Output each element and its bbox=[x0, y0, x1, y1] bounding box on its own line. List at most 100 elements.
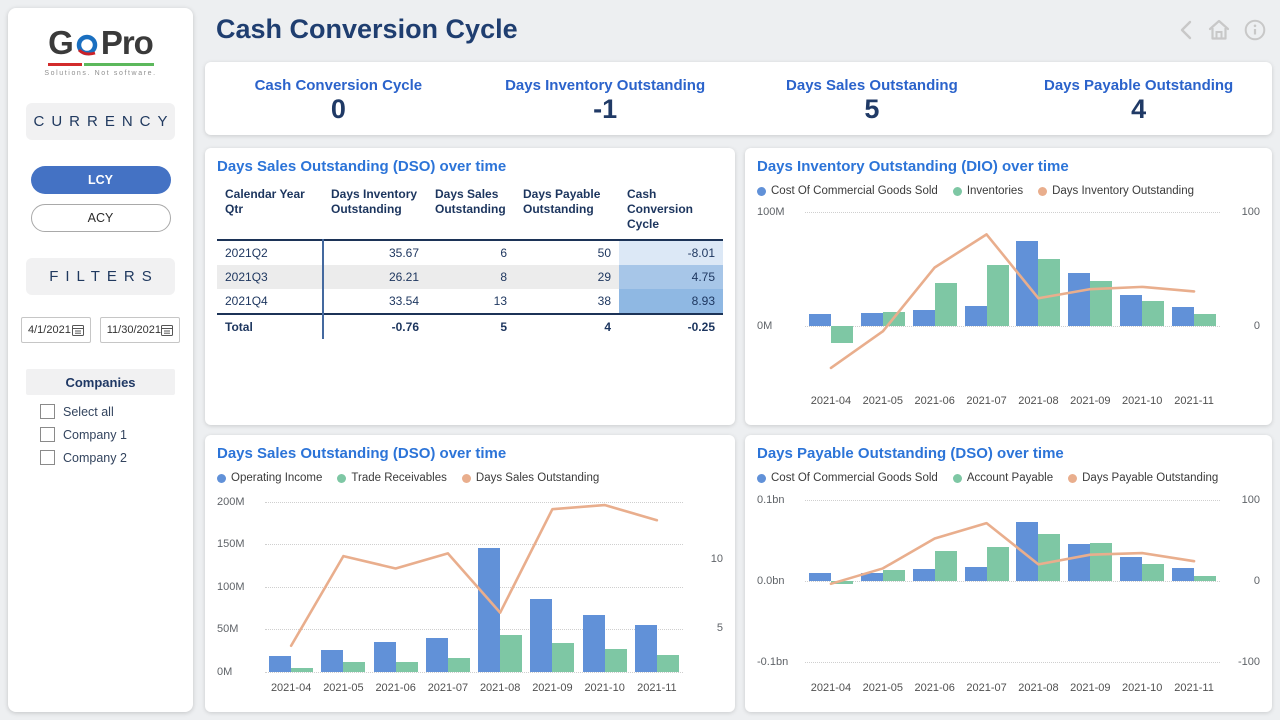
chart-legend: Operating Income Trade Receivables Days Sa… bbox=[217, 470, 723, 486]
legend-item[interactable]: Cost Of Commercial Goods Sold bbox=[757, 472, 938, 484]
bar-cost-of-commercial-goods-sold[interactable] bbox=[964, 306, 987, 326]
bar-inventories[interactable] bbox=[986, 265, 1009, 326]
dpo-chart-panel: Days Payable Outstanding (DSO) over time… bbox=[745, 435, 1272, 712]
bar-trade-receivables[interactable] bbox=[447, 658, 470, 672]
lcy-button[interactable]: LCY bbox=[30, 166, 171, 194]
legend-item[interactable]: Cost Of Commercial Goods Sold bbox=[757, 185, 938, 197]
bar-operating-income[interactable] bbox=[582, 614, 605, 672]
company-filter-company-1[interactable]: Company 1 bbox=[40, 427, 193, 442]
bar-cost-of-commercial-goods-sold[interactable] bbox=[964, 566, 987, 582]
nav-icons bbox=[1178, 18, 1266, 42]
column-header[interactable]: Days Payable Outstanding bbox=[523, 187, 601, 216]
x-axis-label: 2021-10 bbox=[1122, 682, 1163, 694]
kpi-cash-conversion-cycle: Cash Conversion Cycle 0 bbox=[205, 62, 472, 135]
bar-inventories[interactable] bbox=[1090, 281, 1113, 326]
bar-account-payable[interactable] bbox=[830, 581, 853, 584]
table-row[interactable]: 2021Q3 26.21 8 29 4.75 bbox=[217, 265, 723, 289]
bar-operating-income[interactable] bbox=[634, 625, 657, 672]
bar-operating-income[interactable] bbox=[478, 547, 501, 672]
bar-cost-of-commercial-goods-sold[interactable] bbox=[860, 573, 883, 582]
y-axis-label-left: 150M bbox=[217, 538, 245, 551]
home-icon[interactable] bbox=[1207, 18, 1231, 42]
y-axis-label-left: 100M bbox=[217, 580, 245, 593]
gridline bbox=[265, 544, 683, 546]
bar-trade-receivables[interactable] bbox=[500, 634, 523, 672]
bar-cost-of-commercial-goods-sold[interactable] bbox=[1120, 294, 1143, 326]
checkbox[interactable] bbox=[40, 404, 55, 419]
acy-button[interactable]: ACY bbox=[30, 204, 171, 232]
company-filter-select-all[interactable]: Select all bbox=[40, 404, 193, 419]
bar-cost-of-commercial-goods-sold[interactable] bbox=[1016, 521, 1039, 582]
x-axis-label: 2021-09 bbox=[1070, 682, 1111, 694]
bar-account-payable[interactable] bbox=[1090, 542, 1113, 582]
bar-operating-income[interactable] bbox=[425, 637, 448, 672]
bar-account-payable[interactable] bbox=[1194, 575, 1217, 582]
bar-cost-of-commercial-goods-sold[interactable] bbox=[860, 313, 883, 326]
logo-tagline: Solutions. Not software. bbox=[44, 70, 157, 77]
bar-cost-of-commercial-goods-sold[interactable] bbox=[1172, 307, 1195, 326]
column-header[interactable]: Cash Conversion Cycle bbox=[627, 187, 694, 231]
ccc-matrix-table: Calendar Year Qtr Days Inventory Outstand… bbox=[217, 183, 723, 339]
bar-trade-receivables[interactable] bbox=[395, 661, 418, 672]
x-axis-label: 2021-08 bbox=[1018, 395, 1059, 407]
end-date-input[interactable]: 11/30/2021 bbox=[99, 317, 180, 343]
start-date-value: 4/1/2021 bbox=[28, 324, 71, 336]
legend-item[interactable]: Trade Receivables bbox=[337, 472, 447, 484]
back-chevron-icon[interactable] bbox=[1178, 19, 1194, 41]
legend-item[interactable]: Account Payable bbox=[952, 472, 1054, 484]
bar-cost-of-commercial-goods-sold[interactable] bbox=[808, 314, 831, 326]
bar-inventories[interactable] bbox=[1038, 259, 1061, 326]
gridline bbox=[805, 211, 1220, 213]
bar-account-payable[interactable] bbox=[986, 546, 1009, 582]
bar-cost-of-commercial-goods-sold[interactable] bbox=[1120, 557, 1143, 582]
bar-operating-income[interactable] bbox=[373, 642, 396, 672]
chart-plot-area: 200M 150M 100M 50M 0M 10 5 bbox=[217, 494, 723, 678]
bar-trade-receivables[interactable] bbox=[656, 654, 679, 672]
y-axis-label-left: 0M bbox=[757, 319, 773, 332]
bar-cost-of-commercial-goods-sold[interactable] bbox=[912, 309, 935, 326]
checkbox[interactable] bbox=[40, 427, 55, 442]
start-date-input[interactable]: 4/1/2021 bbox=[21, 317, 91, 343]
y-axis-label-right: -100 bbox=[1237, 656, 1260, 669]
bar-account-payable[interactable] bbox=[934, 551, 957, 582]
bar-trade-receivables[interactable] bbox=[343, 661, 366, 672]
bar-cost-of-commercial-goods-sold[interactable] bbox=[912, 569, 935, 582]
bar-operating-income[interactable] bbox=[530, 598, 553, 672]
legend-label: Account Payable bbox=[966, 472, 1054, 484]
bar-trade-receivables[interactable] bbox=[604, 649, 627, 672]
bar-account-payable[interactable] bbox=[882, 570, 905, 582]
column-header[interactable]: Calendar Year Qtr bbox=[225, 187, 305, 216]
column-header[interactable]: Days Inventory Outstanding bbox=[331, 187, 418, 216]
bar-cost-of-commercial-goods-sold[interactable] bbox=[1068, 273, 1091, 326]
bar-trade-receivables[interactable] bbox=[291, 667, 314, 672]
bar-account-payable[interactable] bbox=[1038, 534, 1061, 582]
table-cell: 2021Q2 bbox=[225, 246, 268, 260]
legend-label: Cost Of Commercial Goods Sold bbox=[771, 185, 938, 197]
bar-cost-of-commercial-goods-sold[interactable] bbox=[1172, 568, 1195, 582]
bar-inventories[interactable] bbox=[1142, 300, 1165, 326]
company-filter-company-2[interactable]: Company 2 bbox=[40, 450, 193, 465]
legend-dot-icon bbox=[952, 186, 962, 196]
legend-item[interactable]: Inventories bbox=[952, 185, 1023, 197]
checkbox[interactable] bbox=[40, 450, 55, 465]
bar-inventories[interactable] bbox=[830, 325, 853, 343]
bar-operating-income[interactable] bbox=[321, 649, 344, 672]
table-row[interactable]: 2021Q2 35.67 6 50 -8.01 bbox=[217, 240, 723, 265]
column-header[interactable]: Days Sales Outstanding bbox=[435, 187, 506, 216]
panel-title: Days Sales Outstanding (DSO) over time bbox=[217, 445, 507, 462]
bar-operating-income[interactable] bbox=[269, 655, 292, 672]
bar-inventories[interactable] bbox=[1194, 314, 1217, 326]
bar-trade-receivables[interactable] bbox=[552, 643, 575, 672]
bar-account-payable[interactable] bbox=[1142, 564, 1165, 582]
legend-item[interactable]: Days Sales Outstanding bbox=[461, 472, 599, 484]
x-axis-label: 2021-08 bbox=[1018, 682, 1059, 694]
table-row[interactable]: 2021Q4 33.54 13 38 8.93 bbox=[217, 289, 723, 314]
legend-item[interactable]: Days Inventory Outstanding bbox=[1038, 185, 1194, 197]
legend-item[interactable]: Days Payable Outstanding bbox=[1068, 472, 1218, 484]
bar-cost-of-commercial-goods-sold[interactable] bbox=[808, 573, 831, 582]
info-icon[interactable] bbox=[1244, 19, 1266, 41]
bar-inventories[interactable] bbox=[934, 283, 957, 326]
table-cell: 38 bbox=[597, 294, 611, 308]
bar-cost-of-commercial-goods-sold[interactable] bbox=[1068, 544, 1091, 582]
legend-item[interactable]: Operating Income bbox=[217, 472, 322, 484]
